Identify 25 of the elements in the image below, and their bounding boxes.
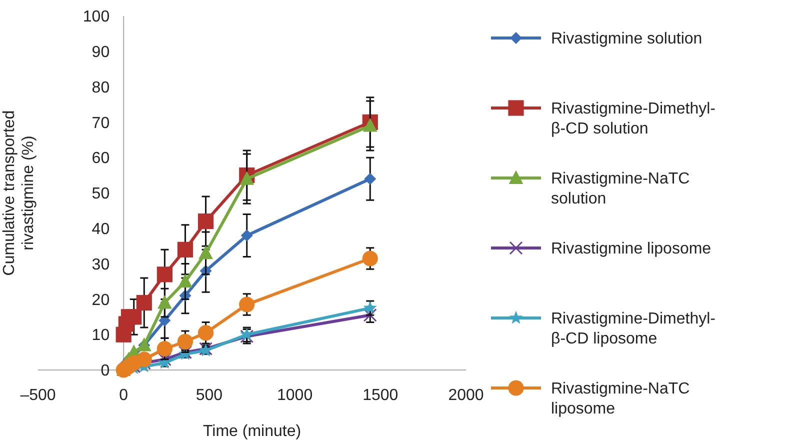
y-tick-label: 30 — [92, 256, 110, 274]
y-tick-label: 70 — [92, 114, 110, 132]
y-axis-title: Cumulative transported rivastigmine (%) — [1, 110, 38, 276]
y-tick-label: 50 — [92, 186, 110, 203]
x-tick-label: 0 — [119, 387, 128, 404]
x-tick-label: –500 — [20, 387, 56, 404]
legend-label: Rivastigmine solution — [551, 30, 702, 48]
legend-label: Rivastigmine-NaTC solution — [551, 170, 690, 208]
y-tick-label: 20 — [92, 292, 110, 309]
y-tick-label: 80 — [92, 79, 110, 96]
legend-label: Rivastigmine-Dimethyl-β-CD solution — [551, 100, 716, 138]
y-tick-label: 0 — [100, 362, 110, 380]
legend-label: Rivastigmine-NaTC liposome — [551, 380, 690, 418]
legend-label: Rivastigmine-Dimethyl-β-CD liposome — [551, 310, 716, 348]
x-tick-label: 500 — [196, 387, 223, 404]
y-tick-label: 10 — [92, 327, 110, 344]
y-tick-label: 90 — [92, 44, 110, 61]
x-axis-title: Time (minute) — [202, 423, 302, 440]
x-tick-label: 2000 — [448, 387, 484, 404]
x-tick-label: 1500 — [362, 387, 398, 404]
legend-label: Rivastigmine liposome — [551, 240, 712, 258]
x-tick-label: 1000 — [277, 387, 313, 404]
y-tick-label: 60 — [92, 150, 110, 168]
y-tick-label: 40 — [92, 221, 110, 238]
y-tick-label: 100 — [82, 8, 110, 26]
